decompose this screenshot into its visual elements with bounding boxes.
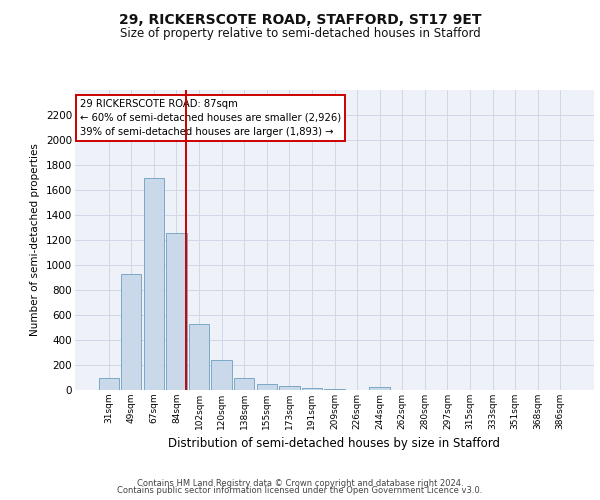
- Bar: [302, 388, 322, 390]
- Bar: [370, 386, 390, 390]
- Text: 29, RICKERSCOTE ROAD, STAFFORD, ST17 9ET: 29, RICKERSCOTE ROAD, STAFFORD, ST17 9ET: [119, 12, 481, 26]
- X-axis label: Distribution of semi-detached houses by size in Stafford: Distribution of semi-detached houses by …: [169, 438, 500, 450]
- Bar: [166, 232, 187, 390]
- Text: 29 RICKERSCOTE ROAD: 87sqm
← 60% of semi-detached houses are smaller (2,926)
39%: 29 RICKERSCOTE ROAD: 87sqm ← 60% of semi…: [80, 99, 341, 137]
- Text: Contains public sector information licensed under the Open Government Licence v3: Contains public sector information licen…: [118, 486, 482, 495]
- Text: Contains HM Land Registry data © Crown copyright and database right 2024.: Contains HM Land Registry data © Crown c…: [137, 478, 463, 488]
- Bar: [98, 378, 119, 390]
- Bar: [234, 378, 254, 390]
- Bar: [144, 178, 164, 390]
- Bar: [189, 324, 209, 390]
- Text: Size of property relative to semi-detached houses in Stafford: Size of property relative to semi-detach…: [119, 28, 481, 40]
- Y-axis label: Number of semi-detached properties: Number of semi-detached properties: [31, 144, 40, 336]
- Bar: [211, 360, 232, 390]
- Bar: [279, 386, 299, 390]
- Bar: [121, 274, 142, 390]
- Bar: [257, 384, 277, 390]
